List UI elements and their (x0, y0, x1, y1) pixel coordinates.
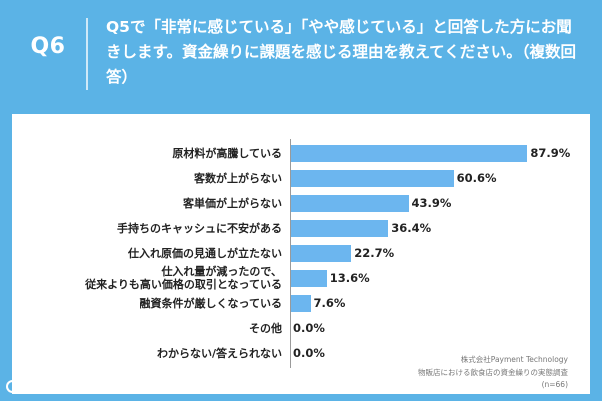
data-label-5: 13.6% (329, 271, 370, 285)
category-label-line: 手持ちのキャッシュに不安がある (117, 222, 282, 235)
source-company: 株式会社Payment Technology (460, 355, 568, 364)
question-text: Q5で「非常に感じている」「やや感じている」と回答した方にお聞きします。資金繰り… (106, 18, 576, 86)
category-label-line: その他 (249, 322, 282, 335)
category-label-1: 客数が上がらない (22, 172, 282, 185)
category-label-4: 仕入れ原価の見通しが立たない (22, 247, 282, 260)
brand-logo: リサピー (6, 378, 70, 395)
bar-5 (290, 270, 327, 287)
category-label-3: 手持ちのキャッシュに不安がある (22, 222, 282, 235)
bar-2 (290, 195, 409, 212)
category-label-line: 客単価が上がらない (183, 197, 282, 210)
data-label-6: 7.6% (313, 296, 346, 310)
category-label-line: 客数が上がらない (194, 172, 282, 185)
category-label-line: わからない/答えられない (156, 347, 282, 360)
bar-3 (290, 220, 389, 237)
data-label-1: 60.6% (456, 171, 497, 185)
category-label-7: その他 (22, 322, 282, 335)
data-label-8: 0.0% (293, 346, 325, 360)
source-survey: 物販店における飲食店の資金繰りの実態調査 (418, 368, 568, 377)
bar-6 (290, 295, 311, 312)
search-bubble-icon (6, 380, 20, 394)
question-number: Q6 (30, 34, 66, 59)
category-label-line: 従来よりも高い価格の取引となっている (85, 278, 282, 291)
data-label-3: 36.4% (391, 221, 432, 235)
category-label-2: 客単価が上がらない (22, 197, 282, 210)
category-label-line: 融資条件が厳しくなっている (139, 297, 282, 310)
question-header: Q6 Q5で「非常に感じている」「やや感じている」と回答した方にお聞きします。資… (0, 0, 602, 100)
data-label-0: 87.9% (530, 146, 571, 160)
category-label-5: 仕入れ量が減ったので、 従来よりも高い価格の取引となっている (22, 265, 282, 291)
bar-1 (290, 170, 454, 187)
category-label-line: 原材料が高騰している (172, 147, 282, 160)
source-sample: (n=66) (541, 380, 568, 389)
brand-logo-text: リサピー (22, 380, 71, 394)
category-label-6: 融資条件が厳しくなっている (22, 297, 282, 310)
data-label-2: 43.9% (411, 196, 452, 210)
category-label-line: 仕入れ原価の見通しが立たない (128, 247, 282, 260)
bar-4 (290, 245, 352, 262)
data-label-4: 22.7% (354, 246, 395, 260)
category-label-8: わからない/答えられない (22, 347, 282, 360)
data-label-7: 0.0% (293, 321, 325, 335)
category-label-line: 仕入れ量が減ったので、 (161, 265, 282, 278)
header-divider (86, 18, 88, 90)
chart-card: 87.9% 原材料が高騰している 60.6% 客数が上がらない 43.9% 客単価が上がら… (12, 114, 590, 394)
bar-0 (290, 145, 528, 162)
category-label-0: 原材料が高騰している (22, 147, 282, 160)
y-axis-line (290, 139, 291, 368)
